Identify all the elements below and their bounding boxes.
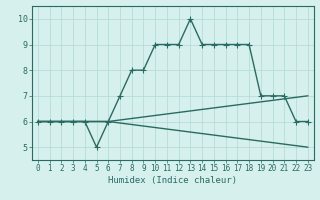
X-axis label: Humidex (Indice chaleur): Humidex (Indice chaleur) xyxy=(108,176,237,185)
